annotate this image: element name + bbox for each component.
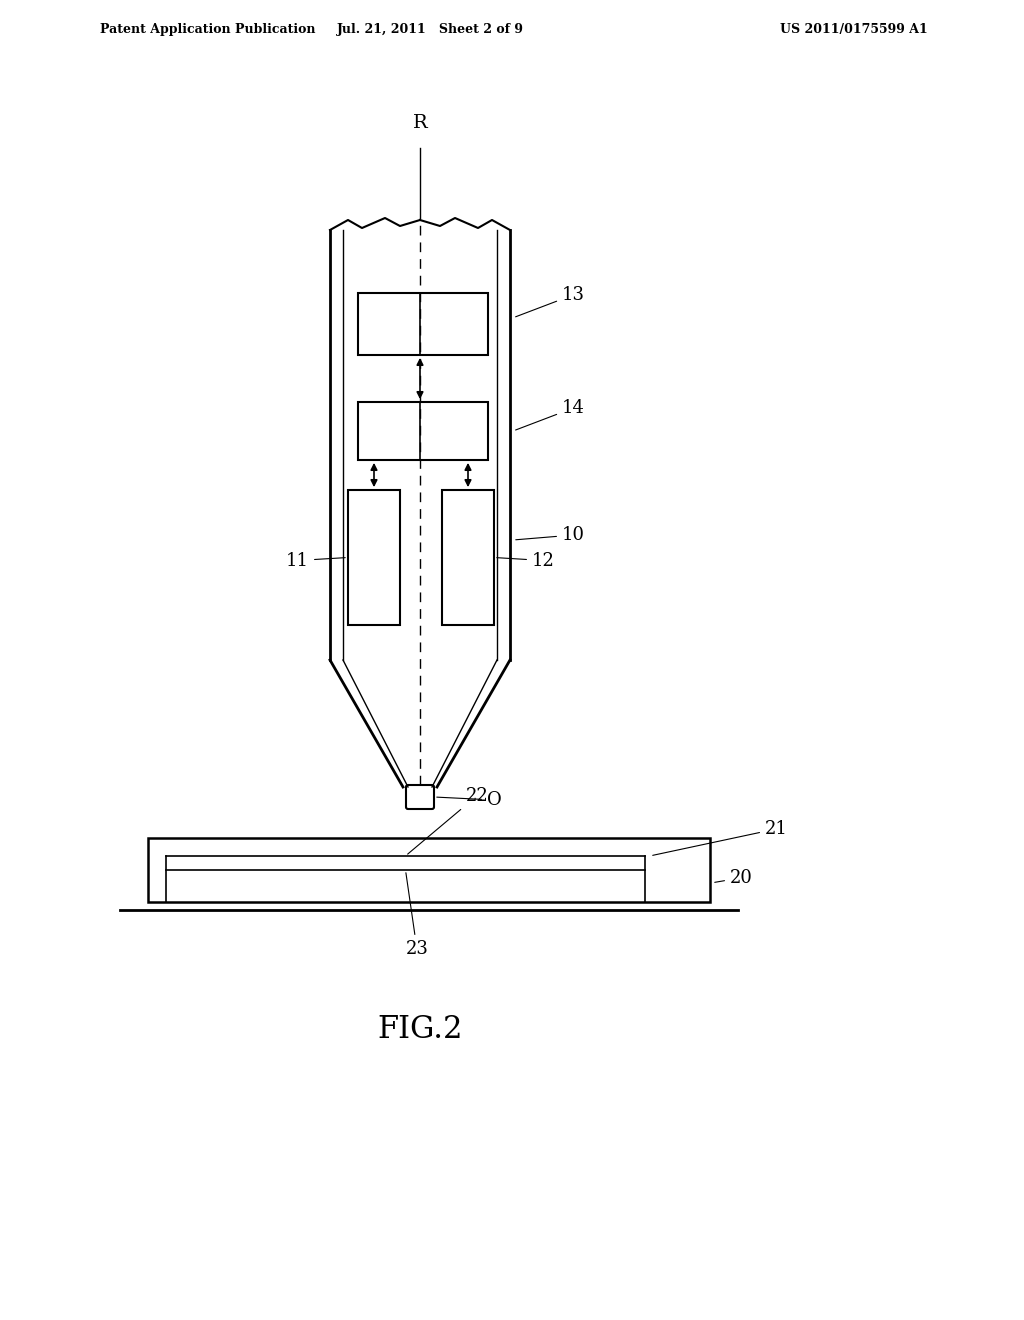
Text: R: R [413,114,427,132]
Text: 20: 20 [715,869,753,887]
Text: Patent Application Publication: Patent Application Publication [100,24,315,37]
Text: 21: 21 [652,820,787,855]
Text: Jul. 21, 2011   Sheet 2 of 9: Jul. 21, 2011 Sheet 2 of 9 [337,24,523,37]
FancyBboxPatch shape [406,785,434,809]
Text: 11: 11 [286,552,345,569]
Bar [358,293,488,355]
Text: 13: 13 [516,286,585,317]
Text: 14: 14 [516,399,585,430]
Text: 23: 23 [406,873,428,958]
Text: 12: 12 [497,552,555,569]
Bar [442,490,494,624]
Text: O: O [437,791,502,809]
Text: US 2011/0175599 A1: US 2011/0175599 A1 [780,24,928,37]
Bar [358,403,488,459]
Bar [148,838,710,902]
Text: FIG.2: FIG.2 [377,1015,463,1045]
Bar [348,490,400,624]
Text: 10: 10 [516,525,585,544]
Text: 22: 22 [408,787,488,854]
